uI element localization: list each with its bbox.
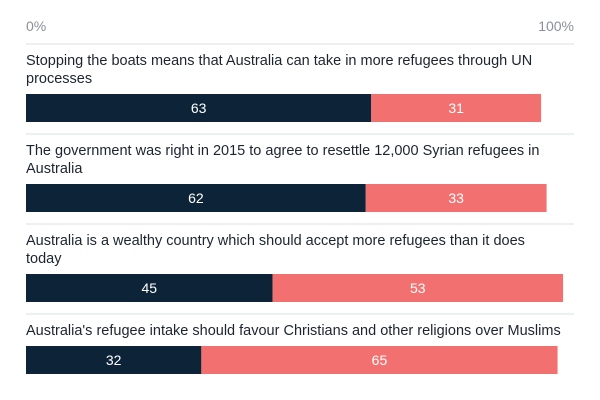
bar-segment [26,184,366,212]
question-label: The government was right in 2015 to agre… [26,143,539,177]
bar-segment [371,94,542,122]
bar-value-label: 31 [448,100,464,116]
question-label-line: today [26,251,62,267]
bar-segment [26,94,372,122]
bar-value-label: 63 [191,100,207,116]
question-label-line: processes [26,71,92,87]
question-label: Australia is a wealthy country which sho… [26,233,525,267]
bar-value-label: 65 [372,352,388,368]
bar-value-label: 53 [410,280,426,296]
question-label: Australia's refugee intake should favour… [26,323,561,339]
bar-segment [365,184,547,212]
bar-segment [26,346,202,374]
x-tick-label: 0% [26,18,46,34]
bar-value-label: 62 [188,190,204,206]
question-label-line: Australia [26,161,83,177]
bar-segment [272,274,564,302]
bar-segment [26,274,273,302]
x-tick-label: 100% [538,18,574,34]
question-label-line: The government was right in 2015 to agre… [26,143,539,159]
question-label: Stopping the boats means that Australia … [26,53,532,87]
bar-value-label: 33 [448,190,464,206]
bar-value-label: 32 [106,352,122,368]
question-label-line: Australia is a wealthy country which sho… [26,233,525,249]
bar-segment [201,346,558,374]
question-label-line: Stopping the boats means that Australia … [26,53,532,69]
question-label-line: Australia's refugee intake should favour… [26,323,561,339]
bar-value-label: 45 [142,280,158,296]
